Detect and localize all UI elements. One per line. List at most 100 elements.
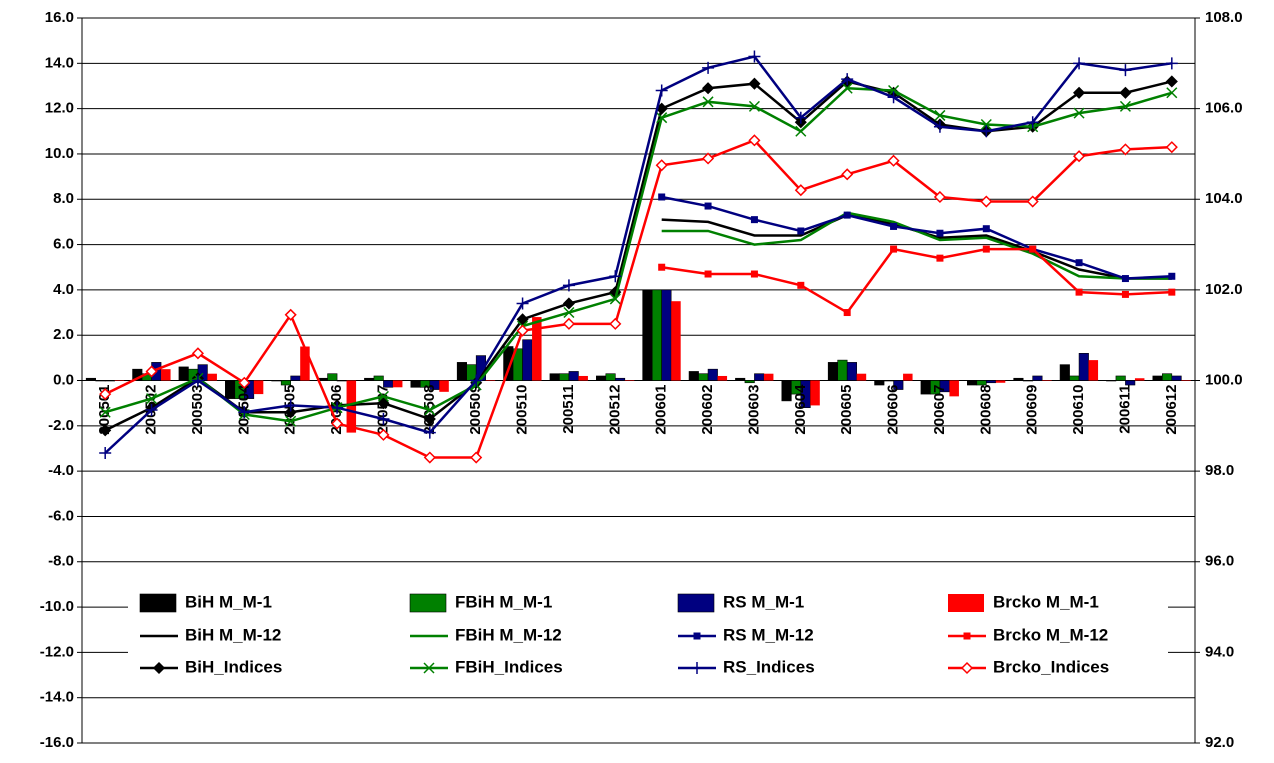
marker xyxy=(980,195,993,208)
bar xyxy=(522,339,533,381)
bar xyxy=(893,380,904,390)
bar xyxy=(1042,380,1052,381)
bar xyxy=(178,366,189,381)
bar xyxy=(651,289,662,381)
x-tick-label: 200603 xyxy=(745,385,762,435)
bar xyxy=(1032,375,1043,381)
marker xyxy=(562,297,575,310)
x-tick-label: 200512 xyxy=(606,385,623,435)
marker xyxy=(980,125,993,138)
line xyxy=(104,55,1172,454)
bar xyxy=(1078,353,1089,381)
marker xyxy=(1168,288,1176,296)
bar xyxy=(466,364,477,381)
marker xyxy=(377,428,390,441)
marker xyxy=(609,270,622,283)
bar xyxy=(1022,380,1033,382)
marker xyxy=(1073,107,1085,119)
marker xyxy=(702,82,715,95)
marker xyxy=(152,661,166,675)
marker xyxy=(934,109,946,121)
marker xyxy=(704,202,712,210)
marker xyxy=(797,281,805,289)
marker xyxy=(1121,290,1129,298)
bar xyxy=(207,373,217,381)
marker xyxy=(1165,75,1178,88)
bar xyxy=(373,375,384,381)
legend-box xyxy=(128,585,1168,693)
bar xyxy=(161,369,171,381)
bar xyxy=(568,371,579,381)
y-tick-label: 6.0 xyxy=(53,236,74,253)
marker xyxy=(377,390,389,402)
bar xyxy=(605,373,616,381)
marker xyxy=(982,245,990,253)
marker xyxy=(748,77,761,90)
marker xyxy=(1165,57,1178,70)
bar xyxy=(1125,380,1136,386)
marker xyxy=(470,374,483,387)
marker xyxy=(238,376,251,389)
bar xyxy=(1115,375,1126,381)
bar xyxy=(364,377,375,381)
bar xyxy=(986,380,997,384)
marker xyxy=(609,317,622,330)
marker xyxy=(841,82,853,94)
bar xyxy=(995,380,1006,383)
marker xyxy=(99,388,112,401)
marker xyxy=(516,297,529,310)
marker xyxy=(145,365,158,378)
legend-label: FBiH M_M-1 xyxy=(455,592,552,611)
marker xyxy=(1072,86,1086,99)
marker xyxy=(656,112,668,124)
marker xyxy=(331,401,344,414)
y2-tick-label: 98.0 xyxy=(1205,462,1234,479)
bar xyxy=(1181,380,1191,381)
y-tick-label: 4.0 xyxy=(53,281,74,298)
bar xyxy=(1059,364,1070,381)
y-tick-label: 8.0 xyxy=(53,190,74,207)
y2-tick-label: 96.0 xyxy=(1205,553,1234,570)
bar xyxy=(1088,360,1099,381)
bar xyxy=(810,380,820,406)
x-tick-label: 200604 xyxy=(792,384,809,435)
bar xyxy=(754,373,765,381)
bar xyxy=(1106,380,1117,382)
marker xyxy=(1168,272,1176,280)
y-tick-label: -4.0 xyxy=(48,462,74,479)
marker xyxy=(609,293,621,305)
bar xyxy=(1171,375,1182,381)
bar xyxy=(763,373,774,381)
bar xyxy=(85,377,96,381)
marker xyxy=(284,406,297,419)
marker xyxy=(331,417,344,430)
x-tick-label: 200602 xyxy=(699,385,716,435)
bar xyxy=(624,380,635,381)
y-tick-label: 14.0 xyxy=(45,54,74,71)
x-tick-label: 200607 xyxy=(931,385,948,435)
bar xyxy=(1152,375,1163,381)
marker xyxy=(423,412,436,426)
bar xyxy=(559,373,570,381)
bar xyxy=(532,317,542,381)
marker xyxy=(658,193,666,201)
marker xyxy=(655,159,668,172)
y2-tick-label: 106.0 xyxy=(1205,100,1243,117)
y2-tick-label: 92.0 xyxy=(1205,734,1234,751)
marker xyxy=(704,270,712,278)
bar xyxy=(615,377,626,381)
line xyxy=(104,138,1172,459)
bar xyxy=(300,346,310,381)
marker xyxy=(843,309,851,317)
marker xyxy=(693,632,701,640)
marker xyxy=(470,451,483,464)
marker xyxy=(1121,275,1129,283)
marker xyxy=(982,225,990,233)
marker xyxy=(423,662,435,674)
marker xyxy=(284,308,297,321)
marker xyxy=(963,632,971,640)
legend-label: Brcko M_M-12 xyxy=(993,625,1108,644)
marker xyxy=(191,374,204,387)
bar xyxy=(114,380,125,381)
x-tick-label: 200501 xyxy=(96,385,113,435)
